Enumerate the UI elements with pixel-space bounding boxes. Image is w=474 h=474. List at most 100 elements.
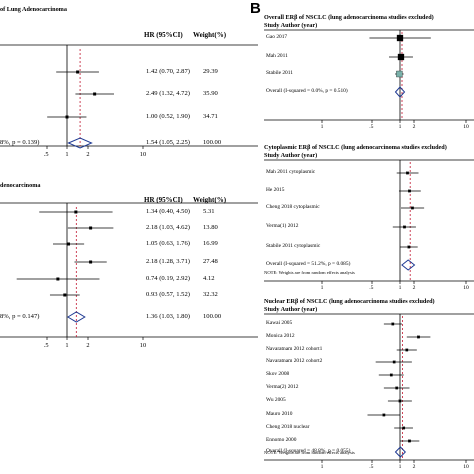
point-estimate-marker: [396, 70, 403, 78]
forest-2-header-weight: Weight(%): [193, 196, 227, 204]
overall-label: 8%, p = 0.147): [0, 312, 40, 320]
x-tick-label: 10: [463, 124, 469, 130]
weight-value: 13.80: [203, 223, 218, 231]
study-label: Stabile 2011 cytoplasmic: [266, 243, 321, 249]
forest-1-header-stat: HR (95%CI): [144, 31, 183, 39]
study-label: Kawai 2005: [266, 320, 293, 326]
forest-1-header-weight: Weight(%): [193, 31, 227, 39]
point-estimate-marker: [408, 189, 411, 193]
weight-value: 4.12: [203, 274, 215, 282]
x-tick-label: 2: [412, 124, 416, 130]
forest-2-header-stat: HR (95%CI): [144, 196, 183, 204]
weight-value: 29.39: [203, 67, 218, 75]
x-tick-label: 10: [139, 151, 147, 158]
x-tick-label: 10: [463, 464, 469, 470]
hr-ci-value: 0.74 (0.19, 2.92): [146, 274, 190, 282]
forest-4-header: Study Author (year): [264, 152, 318, 159]
x-tick-label: .5: [369, 124, 374, 130]
point-estimate-marker: [93, 92, 97, 96]
panel-b-label: B: [250, 0, 261, 17]
point-estimate-marker: [406, 171, 409, 175]
point-estimate-marker: [398, 399, 402, 403]
study-label: Stabile 2011: [266, 70, 293, 76]
x-tick-label: 1: [320, 464, 324, 470]
overall-diamond: [394, 86, 406, 98]
weight-value: 34.71: [203, 112, 218, 120]
overall-diamond: [67, 137, 93, 149]
overall-diamond: [401, 259, 416, 271]
study-label: Mauro 2010: [266, 411, 293, 417]
study-label: Gao 2017: [266, 34, 288, 40]
forest-5-title: Nuclear ERβ of NSCLC (lung adenocarcinom…: [264, 298, 435, 305]
hr-ci-value: 2.49 (1.32, 4.72): [146, 89, 190, 97]
overall-diamond: [394, 446, 406, 458]
weight-value: 16.99: [203, 239, 218, 247]
x-tick-label: 1: [398, 124, 402, 130]
forest-5-note: NOTE: Weights are from random effects an…: [264, 450, 355, 455]
point-estimate-marker: [65, 115, 69, 119]
forest-4-note: NOTE: Weights are from random effects an…: [264, 270, 355, 275]
x-tick-label: .5: [43, 342, 49, 349]
x-tick-label: 2: [412, 464, 416, 470]
point-estimate-marker: [389, 373, 393, 377]
hr-ci-value: 1.05 (0.63, 1.76): [146, 239, 190, 247]
study-label: Ennomo 2000: [266, 437, 297, 443]
hr-ci-value: 2.18 (1.28, 3.71): [146, 257, 190, 265]
overall-label: 8%, p = 0.139): [0, 138, 40, 146]
study-label: Verma(2) 2012: [266, 384, 299, 390]
point-estimate-marker: [403, 225, 406, 229]
point-estimate-marker: [408, 439, 411, 443]
overall-hr-ci: 1.36 (1.03, 1.80): [146, 312, 190, 320]
hr-ci-value: 1.00 (0.52, 1.90): [146, 112, 190, 120]
point-estimate-marker: [396, 34, 404, 42]
study-label: Monica 2012: [266, 333, 295, 339]
hr-ci-value: 1.34 (0.40, 4.50): [146, 207, 190, 215]
study-label: Mah 2011 cytoplasmic: [266, 169, 316, 175]
point-estimate-marker: [382, 413, 386, 417]
x-tick-label: 2: [86, 342, 90, 349]
point-estimate-marker: [56, 277, 60, 281]
study-label: Cheng 2018 cytoplasmic: [266, 204, 320, 210]
point-estimate-marker: [74, 210, 78, 214]
hr-ci-value: 2.18 (1.03, 4.62): [146, 223, 190, 231]
x-tick-label: .5: [43, 151, 49, 158]
overall-hr-ci: 1.54 (1.05, 2.25): [146, 138, 190, 146]
forest-1-title: of Lung Adenocarcinoma: [0, 6, 67, 13]
forest-5-header: Study Author (year): [264, 306, 318, 313]
point-estimate-marker: [407, 245, 411, 249]
point-estimate-marker: [63, 293, 67, 297]
forest-3-header: Study Author (year): [264, 22, 318, 29]
overall-weight: 100.00: [203, 138, 222, 146]
point-estimate-marker: [66, 242, 70, 246]
weight-value: 32.32: [203, 290, 218, 298]
study-label: Navaratnam 2012 cohort1: [266, 346, 323, 352]
weight-value: 5.31: [203, 207, 215, 215]
point-estimate-marker: [411, 206, 414, 210]
study-label: He 2015: [266, 187, 285, 193]
x-tick-label: 10: [463, 285, 469, 291]
weight-value: 27.48: [203, 257, 218, 265]
x-tick-label: 2: [86, 151, 90, 158]
x-tick-label: 2: [412, 285, 416, 291]
study-label: Navaratnam 2012 cohort2: [266, 358, 323, 364]
x-tick-label: 1: [398, 464, 402, 470]
overall-label: Overall (I-squared = 48.8%, p = 0.055): [266, 448, 351, 454]
forest-2-title: denocarcinoma: [0, 182, 41, 189]
point-estimate-marker: [395, 386, 399, 390]
hr-ci-value: 1.42 (0.70, 2.87): [146, 67, 190, 75]
x-tick-label: 1: [65, 151, 69, 158]
overall-diamond: [66, 311, 86, 323]
point-estimate-marker: [392, 360, 396, 364]
point-estimate-marker: [89, 226, 93, 230]
overall-weight: 100.00: [203, 312, 222, 320]
x-tick-label: .5: [369, 464, 374, 470]
study-label: Cheng 2018 nuclear: [266, 424, 310, 430]
point-estimate-marker: [89, 260, 93, 264]
x-tick-label: 1: [320, 285, 324, 291]
point-estimate-marker: [391, 322, 395, 326]
point-estimate-marker: [417, 335, 420, 339]
hr-ci-value: 0.93 (0.57, 1.52): [146, 290, 190, 298]
overall-label: Overall (I-squared = 0.0%, p = 0.510): [266, 88, 348, 94]
study-label: Wu 2005: [266, 397, 286, 403]
